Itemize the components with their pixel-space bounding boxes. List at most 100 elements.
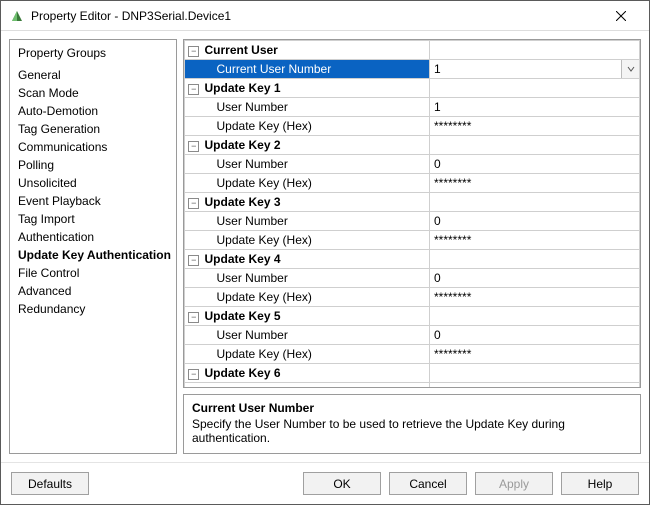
collapse-icon[interactable]: −: [188, 312, 199, 323]
property-label: Update Key (Hex): [203, 231, 430, 250]
property-row[interactable]: User Number0: [185, 326, 640, 345]
group-label: Update Key 4: [203, 250, 430, 269]
description-title: Current User Number: [192, 401, 632, 415]
collapse-icon[interactable]: −: [188, 198, 199, 209]
property-row[interactable]: Update Key (Hex)********: [185, 174, 640, 193]
close-button[interactable]: [601, 2, 641, 30]
property-groups-sidebar: Property Groups GeneralScan ModeAuto-Dem…: [9, 39, 177, 454]
property-row[interactable]: User Number0: [185, 155, 640, 174]
property-editor-window: Property Editor - DNP3Serial.Device1 Pro…: [0, 0, 650, 505]
sidebar-item-polling[interactable]: Polling: [18, 156, 168, 174]
ok-button[interactable]: OK: [303, 472, 381, 495]
window-title: Property Editor - DNP3Serial.Device1: [31, 9, 601, 23]
sidebar-item-tag-import[interactable]: Tag Import: [18, 210, 168, 228]
group-row[interactable]: −Update Key 6: [185, 364, 640, 383]
property-grid-scroll[interactable]: −Current UserCurrent User Number1−Update…: [184, 40, 640, 387]
sidebar-item-event-playback[interactable]: Event Playback: [18, 192, 168, 210]
property-label: Update Key (Hex): [203, 174, 430, 193]
property-row[interactable]: Current User Number1: [185, 60, 640, 79]
property-grid-wrap: −Current UserCurrent User Number1−Update…: [183, 39, 641, 388]
property-label: User Number: [203, 383, 430, 388]
property-label: User Number: [203, 155, 430, 174]
group-value: [430, 136, 640, 155]
defaults-button[interactable]: Defaults: [11, 472, 89, 495]
property-row[interactable]: Update Key (Hex)********: [185, 288, 640, 307]
sidebar-item-authentication[interactable]: Authentication: [18, 228, 168, 246]
property-value[interactable]: ********: [430, 174, 640, 193]
group-label: Update Key 2: [203, 136, 430, 155]
property-grid: −Current UserCurrent User Number1−Update…: [184, 40, 640, 387]
property-label: User Number: [203, 98, 430, 117]
property-value[interactable]: ********: [430, 231, 640, 250]
property-label: User Number: [203, 326, 430, 345]
property-value[interactable]: 0: [430, 212, 640, 231]
sidebar-item-general[interactable]: General: [18, 66, 168, 84]
group-row[interactable]: −Update Key 5: [185, 307, 640, 326]
apply-button[interactable]: Apply: [475, 472, 553, 495]
sidebar-item-advanced[interactable]: Advanced: [18, 282, 168, 300]
sidebar-item-file-control[interactable]: File Control: [18, 264, 168, 282]
sidebar-item-communications[interactable]: Communications: [18, 138, 168, 156]
collapse-icon[interactable]: −: [188, 46, 199, 57]
group-row[interactable]: −Update Key 2: [185, 136, 640, 155]
description-text: Specify the User Number to be used to re…: [192, 417, 632, 445]
button-bar: Defaults OK Cancel Apply Help: [1, 462, 649, 504]
property-value[interactable]: 0: [430, 326, 640, 345]
description-panel: Current User Number Specify the User Num…: [183, 394, 641, 454]
property-label: User Number: [203, 212, 430, 231]
sidebar-header: Property Groups: [18, 46, 168, 60]
property-row[interactable]: Update Key (Hex)********: [185, 345, 640, 364]
collapse-icon[interactable]: −: [188, 369, 199, 380]
group-row[interactable]: −Update Key 3: [185, 193, 640, 212]
property-value[interactable]: 0: [430, 269, 640, 288]
collapse-icon[interactable]: −: [188, 255, 199, 266]
group-label: Update Key 5: [203, 307, 430, 326]
sidebar-item-auto-demotion[interactable]: Auto-Demotion: [18, 102, 168, 120]
sidebar-item-scan-mode[interactable]: Scan Mode: [18, 84, 168, 102]
property-value[interactable]: 0: [430, 383, 640, 388]
dialog-body: Property Groups GeneralScan ModeAuto-Dem…: [1, 31, 649, 462]
property-label: User Number: [203, 269, 430, 288]
property-label: Update Key (Hex): [203, 345, 430, 364]
group-value: [430, 79, 640, 98]
property-row[interactable]: Update Key (Hex)********: [185, 117, 640, 136]
property-value[interactable]: ********: [430, 345, 640, 364]
property-row[interactable]: User Number0: [185, 383, 640, 388]
group-row[interactable]: −Current User: [185, 41, 640, 60]
sidebar-item-tag-generation[interactable]: Tag Generation: [18, 120, 168, 138]
group-value: [430, 250, 640, 269]
app-icon: [9, 8, 25, 24]
group-label: Update Key 3: [203, 193, 430, 212]
property-value[interactable]: ********: [430, 288, 640, 307]
main-panel: −Current UserCurrent User Number1−Update…: [183, 39, 641, 454]
group-value: [430, 41, 640, 60]
collapse-icon[interactable]: −: [188, 141, 199, 152]
chevron-down-icon[interactable]: [621, 60, 639, 78]
group-row[interactable]: −Update Key 1: [185, 79, 640, 98]
group-value: [430, 307, 640, 326]
property-label: Update Key (Hex): [203, 288, 430, 307]
property-label: Update Key (Hex): [203, 117, 430, 136]
collapse-icon[interactable]: −: [188, 84, 199, 95]
property-label: Current User Number: [203, 60, 430, 79]
property-row[interactable]: Update Key (Hex)********: [185, 231, 640, 250]
property-value[interactable]: 1: [430, 98, 640, 117]
titlebar: Property Editor - DNP3Serial.Device1: [1, 1, 649, 31]
sidebar-item-update-key-authentication[interactable]: Update Key Authentication: [18, 246, 168, 264]
property-row[interactable]: User Number1: [185, 98, 640, 117]
group-value: [430, 364, 640, 383]
group-label: Current User: [203, 41, 430, 60]
sidebar-item-unsolicited[interactable]: Unsolicited: [18, 174, 168, 192]
sidebar-item-redundancy[interactable]: Redundancy: [18, 300, 168, 318]
group-row[interactable]: −Update Key 4: [185, 250, 640, 269]
property-row[interactable]: User Number0: [185, 269, 640, 288]
group-label: Update Key 1: [203, 79, 430, 98]
help-button[interactable]: Help: [561, 472, 639, 495]
group-value: [430, 193, 640, 212]
property-value[interactable]: ********: [430, 117, 640, 136]
property-value[interactable]: 1: [430, 60, 640, 79]
group-label: Update Key 6: [203, 364, 430, 383]
cancel-button[interactable]: Cancel: [389, 472, 467, 495]
property-row[interactable]: User Number0: [185, 212, 640, 231]
property-value[interactable]: 0: [430, 155, 640, 174]
